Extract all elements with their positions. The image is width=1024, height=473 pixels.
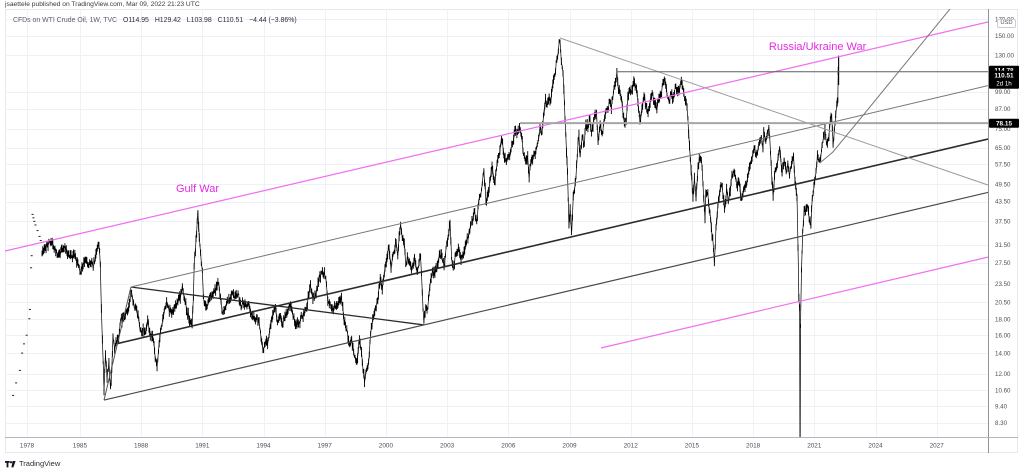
- drawings[interactable]: [5, 9, 988, 401]
- early-data-point: [12, 394, 15, 396]
- early-data-point: [30, 255, 33, 257]
- chart-legend: CFDs on WTI Crude Oil, 1W, TVC O114.95 H…: [13, 16, 297, 25]
- price-label-box-bg: [989, 70, 1019, 89]
- time-axis[interactable]: [5, 438, 988, 453]
- time-axis-label: 2021: [807, 443, 822, 450]
- price-axis-label: 87.00: [995, 106, 1011, 113]
- time-axis-label: 2003: [440, 443, 455, 450]
- price-axis-label: 31.50: [995, 242, 1011, 249]
- price-axis-label: 14.00: [995, 350, 1011, 357]
- pitchfork-median-line[interactable]: [117, 138, 988, 345]
- time-axis-label: 1988: [134, 443, 149, 450]
- price-axis-label: 23.50: [995, 281, 1011, 288]
- early-data-point: [28, 308, 31, 310]
- price-label-box-bg: [989, 118, 1019, 128]
- time-axis-label: 1997: [318, 443, 333, 450]
- early-data-point: [30, 267, 33, 269]
- price-axis-label: 43.50: [995, 199, 1011, 206]
- early-data-point: [23, 343, 25, 345]
- time-axis-label: 1985: [73, 443, 88, 450]
- price-close-line[interactable]: [41, 39, 839, 473]
- price-label-value: 110.51: [994, 73, 1014, 80]
- early-data-point: [36, 230, 39, 232]
- legend-open-value: 114.95: [128, 17, 149, 24]
- price-series[interactable]: [12, 39, 840, 473]
- upper-magenta-channel-line[interactable]: [5, 21, 988, 252]
- chart-frame: [5, 9, 1018, 453]
- price-axis-label: 57.50: [995, 161, 1011, 168]
- footer-branding[interactable]: TradingView: [5, 459, 60, 469]
- currency-badge[interactable]: USD: [997, 19, 1016, 28]
- price-label-value: 78.15: [996, 121, 1012, 128]
- grid: [5, 9, 988, 437]
- publisher-line: jsaettele published on TradingView.com, …: [5, 1, 200, 8]
- pitchfork-upper-line[interactable]: [130, 85, 988, 288]
- early-data-point: [38, 235, 41, 237]
- early-data-point: [28, 318, 31, 320]
- legend-close-value: 110.51: [222, 17, 244, 24]
- legend-close-key: C: [217, 17, 223, 24]
- early-data-point: [15, 382, 18, 384]
- price-axis-label: 49.50: [995, 181, 1011, 188]
- price-axis-label: 20.50: [995, 299, 1011, 306]
- price-axis-label: 12.00: [995, 371, 1011, 378]
- legend-change: −4.44 (−3.86%): [249, 17, 297, 24]
- legend-open-key: O: [122, 17, 129, 24]
- price-axis-label: 130.00: [995, 52, 1014, 59]
- time-axis-label: 2015: [685, 443, 700, 450]
- price-axis-label: 65.00: [995, 145, 1011, 152]
- time-axis-label: 2027: [930, 443, 945, 450]
- price-axis-label: 37.50: [995, 219, 1011, 226]
- time-axis-label: 2018: [746, 443, 761, 450]
- time-axis-label: 1994: [256, 443, 271, 450]
- early-data-point: [32, 217, 35, 219]
- early-data-point: [39, 239, 42, 241]
- time-axis-label: 1991: [195, 443, 210, 450]
- time-axis-label: 2024: [868, 443, 883, 450]
- legend-low-key: L: [186, 17, 191, 24]
- early-data-point: [25, 334, 28, 336]
- legend-high-key: H: [154, 17, 160, 24]
- price-axis-label: 75.00: [995, 126, 1011, 133]
- early-data-point: [18, 369, 21, 371]
- price-axis-label: 16.00: [995, 332, 1011, 339]
- time-axis-label: 2012: [624, 443, 639, 450]
- time-axis-label: 2000: [379, 443, 394, 450]
- price-label-box[interactable]: 78.15: [989, 118, 1019, 128]
- price-axis-label: 27.50: [995, 260, 1011, 267]
- 2021-acceleration-curve[interactable]: [819, 9, 951, 164]
- legend-high-value: 129.42: [159, 17, 181, 24]
- time-axis-label: 1978: [20, 443, 35, 450]
- early-data-point: [21, 352, 24, 354]
- tradingview-brand-text: TradingView: [19, 459, 61, 468]
- lower-magenta-channel-line[interactable]: [600, 256, 988, 349]
- price-axis-label: 18.00: [995, 317, 1011, 324]
- early-data-point: [33, 220, 36, 222]
- annotation-russia-ukraine-war[interactable]: Russia/Ukraine War: [769, 41, 867, 53]
- time-axis-label: 2006: [501, 443, 516, 450]
- annotation-gulf-war[interactable]: Gulf War: [176, 183, 219, 195]
- early-data-point: [34, 224, 37, 226]
- time-axis-labels: 1978 1985 1988 1991 1994 1997 2000 2003 2006 2009…: [20, 443, 944, 450]
- price-axis-label: 150.00: [995, 33, 1014, 40]
- pitchfork-lower-line[interactable]: [103, 191, 988, 401]
- price-axis-label: 99.00: [995, 89, 1011, 96]
- tradingview-logo-icon: [5, 460, 16, 467]
- price-axis-label: 10.60: [995, 388, 1011, 395]
- legend-symbol[interactable]: CFDs on WTI Crude Oil, 1W, TVC: [13, 17, 118, 24]
- 2008-peak-downtrend-line[interactable]: [559, 37, 988, 186]
- pitchfork-handle-line[interactable]: [103, 286, 132, 401]
- legend-low-value: 103.98: [190, 17, 212, 24]
- time-axis-label: 2009: [562, 443, 577, 450]
- price-axis-label: 9.40: [995, 404, 1008, 411]
- price-axis-label: 8.30: [995, 420, 1008, 427]
- early-data-point: [31, 213, 34, 215]
- bar-countdown: 2d 1h: [996, 81, 1012, 88]
